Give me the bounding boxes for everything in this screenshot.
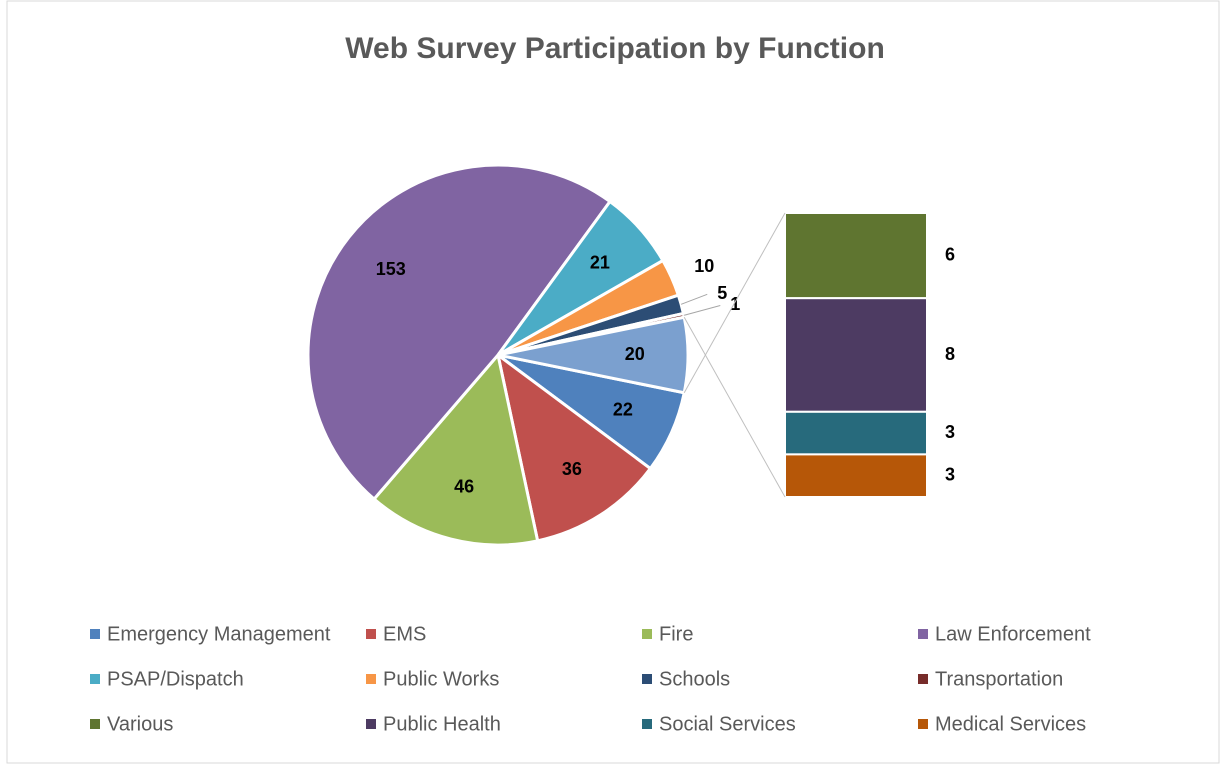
data-label: 46 <box>454 476 474 496</box>
legend-label: Public Health <box>383 713 501 735</box>
legend-label: PSAP/Dispatch <box>107 668 244 690</box>
bar-segment <box>784 212 928 300</box>
bar-segment <box>784 297 928 413</box>
connector-line <box>683 212 786 394</box>
legend-label: Emergency Management <box>107 623 331 645</box>
legend-label: Schools <box>659 668 730 690</box>
data-label: 1 <box>730 294 740 314</box>
legend-swatch <box>642 719 652 729</box>
legend-label: Transportation <box>935 668 1063 690</box>
chart-title: Web Survey Participation by Function <box>345 32 885 65</box>
legend-swatch <box>918 629 928 639</box>
leader-line <box>683 304 721 316</box>
legend-label: Public Works <box>383 668 499 690</box>
pie-slice <box>371 351 540 547</box>
data-label: 3 <box>945 464 955 484</box>
legend-label: Medical Services <box>935 713 1086 735</box>
legend-swatch <box>366 629 376 639</box>
data-label: 10 <box>694 256 714 276</box>
data-label: 36 <box>562 459 582 479</box>
data-label: 20 <box>625 344 645 364</box>
data-label: 5 <box>717 283 727 303</box>
legend-swatch <box>642 629 652 639</box>
legend-swatch <box>366 719 376 729</box>
data-label: 153 <box>376 259 406 279</box>
legend-label: EMS <box>383 623 426 645</box>
pie-slice <box>495 351 653 543</box>
legend-swatch <box>90 674 100 684</box>
data-label: 8 <box>945 344 955 364</box>
legend-swatch <box>918 674 928 684</box>
connector-line <box>683 316 786 498</box>
legend-swatch <box>90 719 100 729</box>
bar-segment <box>784 410 928 456</box>
data-label: 22 <box>613 400 633 420</box>
legend-label: Social Services <box>659 713 796 735</box>
pie-slice <box>306 163 613 502</box>
legend-swatch <box>90 629 100 639</box>
legend-swatch <box>366 674 376 684</box>
legend-label: Various <box>107 713 173 735</box>
leader-line <box>680 293 708 305</box>
data-label: 21 <box>590 252 610 272</box>
legend-label: Fire <box>659 623 693 645</box>
legend-label: Law Enforcement <box>935 623 1091 645</box>
bar-segment <box>784 453 928 498</box>
data-label: 6 <box>945 244 955 264</box>
legend-swatch <box>918 719 928 729</box>
legend-swatch <box>642 674 652 684</box>
data-label: 3 <box>945 422 955 442</box>
